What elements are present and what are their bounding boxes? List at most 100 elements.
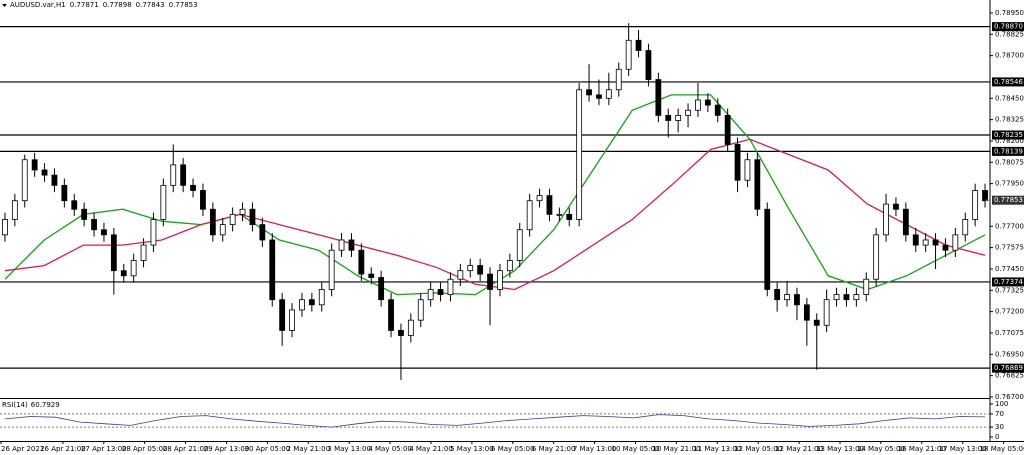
candle-body: [932, 239, 939, 246]
candle-body: [724, 114, 731, 145]
level-label-box: [992, 130, 1024, 140]
current-price-box: [992, 195, 1024, 205]
candle-body: [645, 50, 652, 80]
moving-average-line: [4, 138, 986, 291]
candle-body: [457, 270, 464, 280]
level-label: 0.77374: [994, 278, 1023, 286]
candle-body: [655, 79, 662, 116]
candle-body: [61, 184, 68, 202]
candle-body: [536, 195, 543, 202]
candle-body: [41, 169, 48, 176]
candle-body: [744, 159, 751, 181]
candle-body: [200, 190, 206, 210]
candle-body: [685, 109, 691, 116]
candle-body: [110, 234, 117, 272]
x-tick-label: 11 May 13:00: [693, 445, 741, 453]
candle-body: [893, 203, 899, 210]
candle-body: [883, 203, 889, 236]
x-tick-label: 10 May 21:00: [652, 445, 700, 453]
rsi-tick-label: 30: [995, 423, 1004, 431]
level-label-box: [992, 277, 1024, 287]
candle-body: [31, 159, 38, 171]
candle-body: [170, 164, 177, 186]
candle-body: [873, 234, 880, 280]
candle-body: [2, 219, 8, 236]
x-tick-label: 12 May 21:00: [775, 445, 823, 453]
candle-body: [665, 114, 672, 121]
candle-body: [754, 159, 761, 210]
candle-body: [407, 319, 414, 336]
candle-body: [774, 289, 781, 301]
candle-body: [358, 249, 365, 275]
candle-body: [625, 39, 632, 70]
candle-body: [299, 299, 305, 311]
candle-body: [101, 229, 107, 236]
x-tick-label: 4 May 05:00: [368, 445, 412, 453]
candle-body: [605, 89, 612, 99]
moving-average-line: [4, 94, 986, 296]
rsi-title: RSI(14): [2, 401, 28, 409]
candle-body: [675, 114, 682, 121]
y-tick-label: 0.78450: [995, 94, 1024, 102]
candle-body: [982, 190, 988, 202]
candle-body: [130, 260, 137, 277]
level-label-box: [992, 77, 1024, 87]
candle-body: [487, 273, 493, 290]
x-tick-label: 16 May 21:00: [898, 445, 946, 453]
candle-body: [596, 94, 602, 99]
x-tick-label: 12 May 05:00: [734, 445, 782, 453]
candle-body: [120, 270, 127, 277]
candle-body: [803, 304, 810, 321]
quote-value: 0.77853: [169, 1, 198, 9]
x-tick-label: 27 Apr 13:00: [81, 445, 127, 453]
y-tick-label: 0.78950: [995, 9, 1024, 17]
level-label: 0.78870: [994, 23, 1023, 31]
level-label: 0.78139: [994, 147, 1023, 155]
level-label-box: [992, 363, 1024, 373]
candle-body: [695, 99, 701, 111]
level-label: 0.78235: [994, 131, 1023, 139]
x-tick-label: 26 Apr 21:00: [40, 445, 86, 453]
candle-body: [794, 294, 800, 306]
candle-body: [71, 200, 78, 210]
candle-body: [972, 190, 979, 220]
rsi-tick-label: 100: [995, 400, 1008, 408]
candle-body: [21, 159, 28, 202]
y-tick-label: 0.78200: [995, 137, 1024, 145]
rsi-tick-label: 0: [995, 433, 999, 441]
candle-body: [180, 164, 187, 186]
candle-body: [160, 184, 167, 220]
x-tick-label: 29 Apr 13:00: [204, 445, 250, 453]
candle-body: [259, 224, 266, 241]
x-tick-label: 6 May 21:00: [532, 445, 576, 453]
candle-body: [556, 213, 563, 216]
candle-body: [784, 294, 790, 301]
rsi-tick-label: 70: [995, 410, 1004, 418]
x-tick-label: 6 May 05:00: [491, 445, 535, 453]
candle-body: [734, 143, 741, 181]
y-tick-label: 0.77450: [995, 265, 1024, 273]
candle-body: [952, 234, 959, 251]
x-tick-label: 17 May 13:00: [939, 445, 987, 453]
candle-body: [635, 39, 642, 51]
candle-body: [477, 265, 484, 275]
y-tick-label: 0.77075: [995, 329, 1024, 337]
x-tick-label: 30 Apr 05:00: [245, 445, 291, 453]
y-tick-label: 0.77325: [995, 286, 1024, 294]
y-tick-label: 0.76950: [995, 350, 1024, 358]
candle-body: [704, 99, 711, 106]
candle-body: [516, 229, 523, 261]
x-tick-label: 10 May 05:00: [611, 445, 659, 453]
header-icon: [2, 4, 7, 7]
candle-body: [308, 299, 315, 306]
y-tick-label: 0.77700: [995, 222, 1024, 230]
candle-body: [417, 299, 424, 321]
candle-body: [833, 294, 840, 301]
candle-body: [11, 200, 18, 220]
candle-body: [279, 299, 286, 331]
candle-body: [190, 184, 196, 191]
candle-body: [239, 208, 246, 215]
y-tick-label: 0.78325: [995, 116, 1024, 124]
candle-body: [229, 213, 236, 226]
